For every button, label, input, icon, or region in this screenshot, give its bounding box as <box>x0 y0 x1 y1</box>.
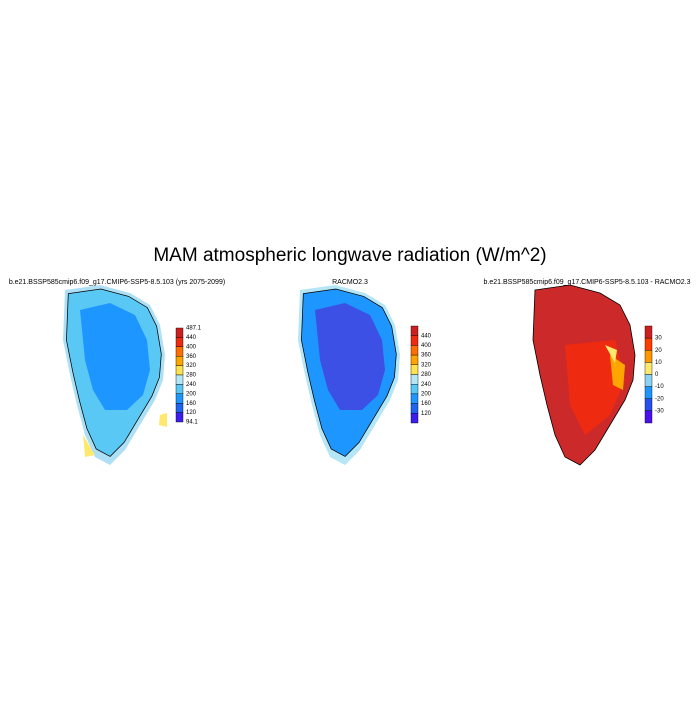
colorbar-segment <box>644 350 653 363</box>
colorbar-label: 200 <box>421 391 432 397</box>
colorbar-segment <box>410 364 419 375</box>
colorbar-label: 360 <box>186 354 197 360</box>
colorbar-label: 440 <box>421 333 432 339</box>
colorbar-segment <box>175 403 184 413</box>
colorbar-segment <box>175 393 184 404</box>
colorbar-label: 20 <box>655 348 662 354</box>
colorbar-segment <box>175 384 184 394</box>
colorbar-label: 240 <box>421 382 432 388</box>
colorbar-segment <box>410 384 419 395</box>
colorbar-label: 240 <box>186 382 197 388</box>
colorbar-segment <box>644 410 653 424</box>
colorbar-segment <box>175 374 184 385</box>
colorbar-label: 280 <box>421 372 432 378</box>
colorbar-segment <box>175 327 184 338</box>
colorbar-label: 320 <box>421 362 432 368</box>
colorbar-label: 280 <box>186 373 197 379</box>
colorbar-label: -20 <box>655 396 664 402</box>
colorbar-segment <box>410 374 419 385</box>
colorbar-label: 94.1 <box>186 420 198 426</box>
colorbar-label: 400 <box>421 343 432 349</box>
colorbar-label: 120 <box>421 411 432 417</box>
colorbar-label: 360 <box>421 353 432 359</box>
colorbar-label: 120 <box>186 410 197 416</box>
colorbar-label: 320 <box>186 363 197 369</box>
colorbar-label: 440 <box>186 335 197 341</box>
colorbar-segment <box>410 403 419 414</box>
colorbar-segment <box>644 386 653 399</box>
colorbar-segment <box>410 325 419 336</box>
map <box>298 285 400 465</box>
colorbar-segment <box>175 337 184 347</box>
colorbar-segment <box>175 365 184 376</box>
colorbar-label: 30 <box>655 336 662 342</box>
colorbar-segment <box>644 362 653 375</box>
colorbar-label: 487.1 <box>186 326 202 332</box>
colorbar-segment <box>644 398 653 412</box>
colorbar-segment <box>410 345 419 356</box>
colorbar-segment <box>410 354 419 366</box>
colorbar-segment <box>644 325 653 339</box>
colorbar-label: -10 <box>655 384 664 390</box>
colorbar-label: 160 <box>421 401 432 407</box>
panel-title: RACMO2.3 <box>332 279 368 286</box>
colorbar-label: 10 <box>655 360 662 366</box>
colorbar-segment <box>175 412 184 423</box>
colorbar-label: -30 <box>655 408 664 414</box>
colorbar-label: 400 <box>186 344 197 350</box>
figure-title: MAM atmospheric longwave radiation (W/m^… <box>153 245 546 266</box>
map <box>63 285 167 465</box>
colorbar-segment <box>644 337 653 351</box>
colorbar-segment <box>410 335 419 346</box>
map <box>532 284 637 466</box>
colorbar-segment <box>644 374 653 387</box>
colorbar-label: 0 <box>655 372 659 378</box>
colorbar-segment <box>175 346 184 357</box>
colorbar-segment <box>410 413 419 424</box>
colorbar-segment <box>175 356 184 366</box>
panel-title: b.e21.BSSP585cmip6.f09_g17.CMIP6-SSP5-8.… <box>9 279 225 286</box>
colorbar-segment <box>410 393 419 404</box>
colorbar-label: 160 <box>186 401 197 407</box>
colorbar-label: 200 <box>186 391 197 397</box>
panel-title: b.e21.BSSP585cmip6.f09_g17.CMIP6-SSP5-8.… <box>484 279 691 286</box>
